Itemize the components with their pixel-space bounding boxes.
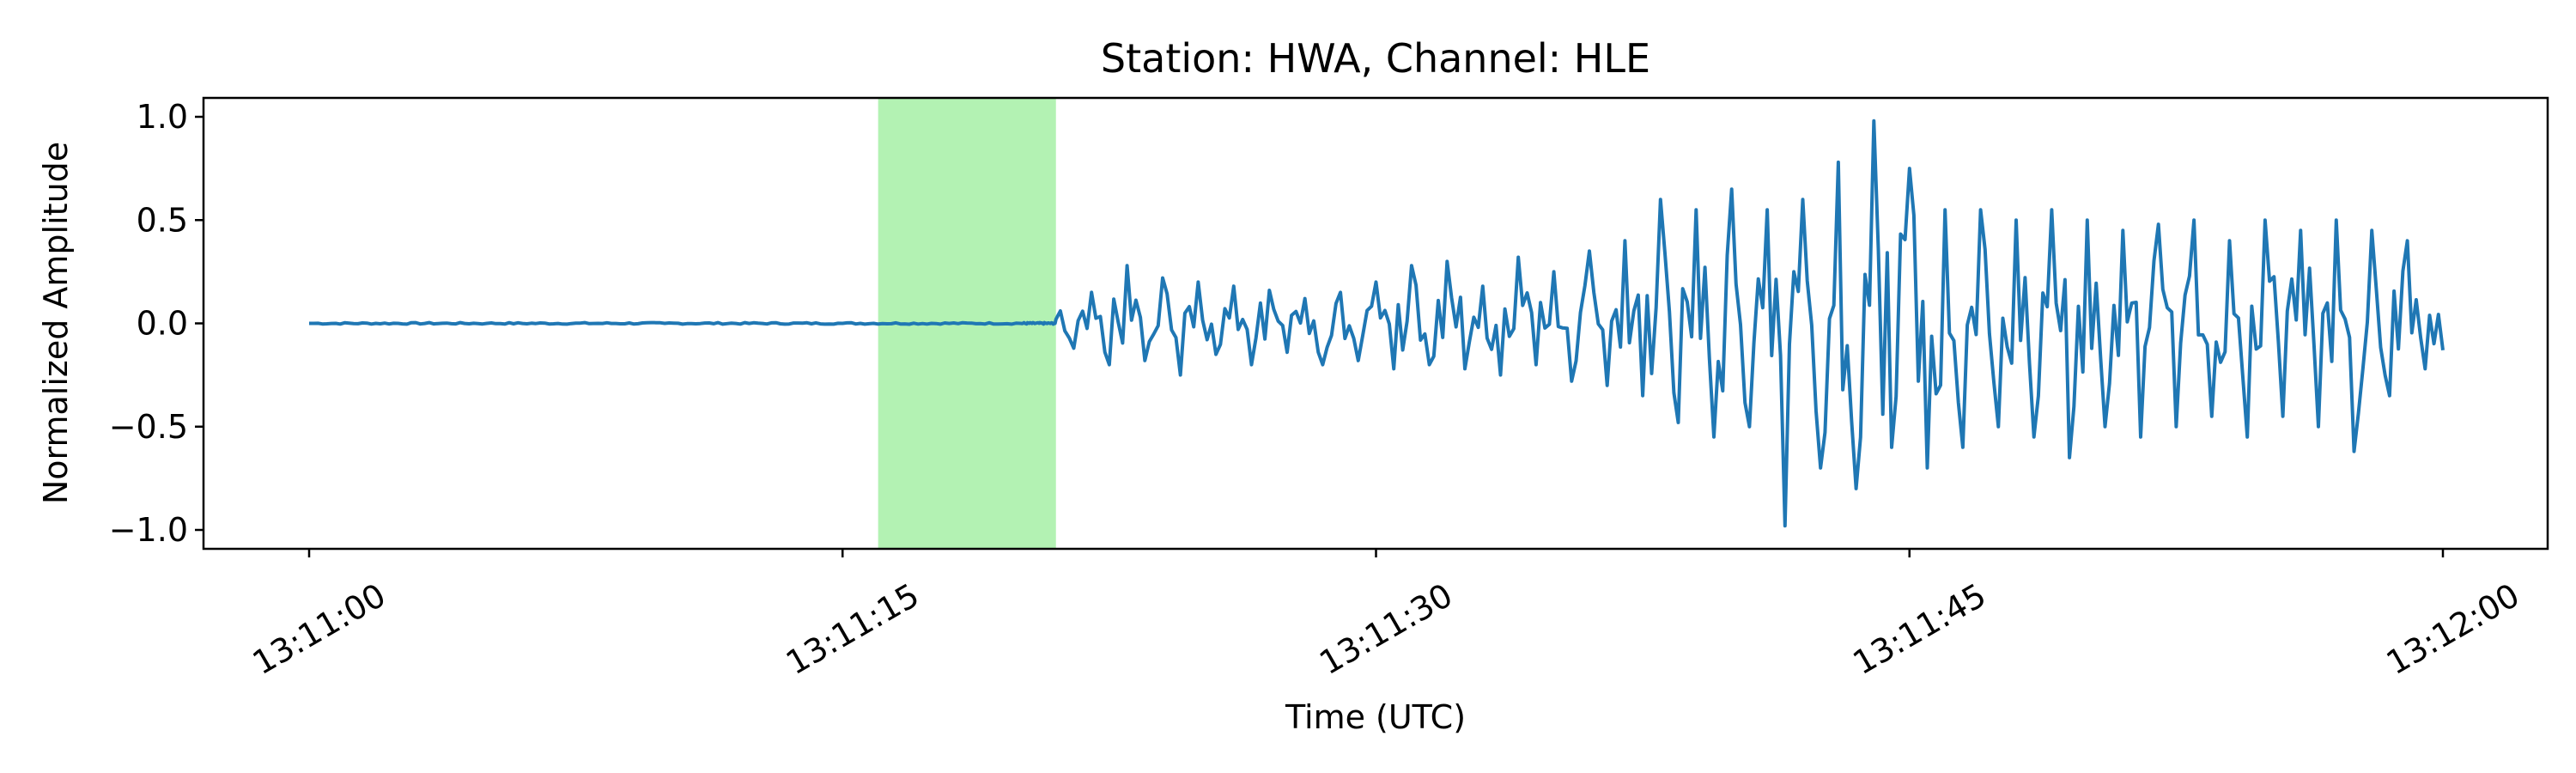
plot-area	[202, 96, 2549, 551]
series-layer	[309, 119, 2445, 528]
y-axis: 1.0 0.5 0.0 −0.5 −1.0	[109, 98, 204, 549]
y-tick-label: 0.0	[137, 305, 188, 343]
x-axis: 13:11:00 13:11:15 13:11:30 13:11:45 13:12:00	[246, 549, 2526, 682]
y-tick-label: −1.0	[109, 511, 188, 549]
x-axis-label: Time (UTC)	[1285, 698, 1466, 736]
y-tick-label: 0.5	[137, 201, 188, 239]
x-tick-label: 13:11:30	[1313, 576, 1459, 682]
chart-title: Station: HWA, Channel: HLE	[1101, 35, 1650, 82]
y-tick-label: −0.5	[109, 408, 188, 446]
x-tick-label: 13:11:15	[780, 576, 926, 682]
x-tick-label: 13:11:00	[246, 576, 392, 682]
x-tick-label: 13:11:45	[1846, 576, 1992, 682]
y-tick-label: 1.0	[137, 98, 188, 136]
x-tick-label: 13:12:00	[2380, 576, 2526, 682]
y-axis-label: Normalized Amplitude	[37, 142, 75, 504]
waveform-line	[309, 119, 2445, 528]
